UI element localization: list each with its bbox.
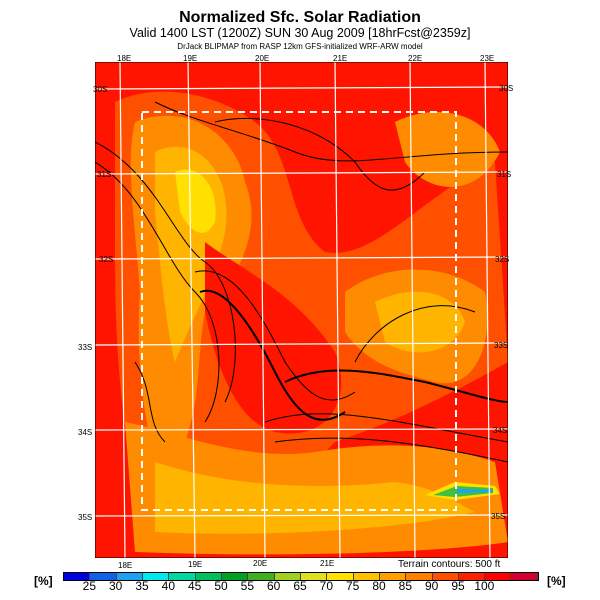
colorbar-swatch [485,573,512,580]
colorbar-swatch [300,573,328,580]
right-lat-label: 32S [495,255,510,264]
colorbar-swatch [511,573,538,580]
left-lat-label: 30S [93,85,108,94]
colorbar-swatch [90,573,117,580]
region-ne-90 [395,112,500,187]
right-lat-label: 30S [499,84,514,93]
colorbar-tick-label: 70 [319,579,334,593]
colorbar-tick-label: 55 [240,579,255,593]
top-lon-label: 20E [255,54,270,63]
colorbar-tick-label: 30 [108,579,123,593]
bottom-lon-label: 21E [320,559,335,568]
left-lat-label: 31S [97,170,112,179]
colorbar-swatch [169,573,196,580]
colorbar-tick-label: 90 [424,579,439,593]
colorbar-tick-label: 85 [398,579,413,593]
bottom-lon-label: 19E [188,560,203,569]
colorbar-swatch [195,573,222,580]
colorbar-tick-label: 100 [474,579,495,593]
bottom-lon-label: 18E [118,561,133,570]
colorbar [63,572,539,581]
region-70 [175,169,216,233]
colorbar-swatch [221,573,249,580]
colorbar-swatch [432,573,459,580]
colorbar-tick-label: 50 [214,579,228,593]
right-lat-label: 34S [493,426,508,435]
colorbar-swatch [248,573,275,580]
region-sea-blue [457,489,493,493]
region-center-red [205,242,342,434]
colorbar-swatch [327,573,354,580]
top-lon-label: 22E [408,54,423,63]
map-title: Normalized Sfc. Solar Radiation [179,9,421,26]
left-lat-label: 35S [78,513,93,522]
colorbar-swatch [406,573,433,580]
colorbar-swatch [353,573,380,580]
colorbar-swatch [64,573,91,580]
colorbar-swatch [458,573,486,580]
left-lat-label: 33S [78,343,93,352]
right-lat-label: 35S [491,512,506,521]
valid-time: Valid 1400 LST (1200Z) SUN 30 Aug 2009 [… [129,26,471,40]
domain-boundary [141,111,457,511]
right-lat-label: 31S [497,170,512,179]
top-lon-label: 18E [117,54,132,63]
right-lat-label: 33S [494,341,509,350]
colorbar-swatch [142,573,170,580]
colorbar-tick-label: 60 [266,579,281,593]
lat-lon-grid [95,62,508,558]
colorbar-tick-label: 65 [293,579,307,593]
region-east-75 [375,291,465,353]
colorbar-tick-label: 95 [451,579,465,593]
colorbar-tick-label: 75 [345,579,360,593]
colorbar-tick-label: 35 [135,579,149,593]
bottom-lon-label: 20E [253,559,268,568]
colorbar-tick-label: 45 [187,579,202,593]
radiation-field-map [95,62,508,558]
colorbar-tick-label: 25 [82,579,97,593]
colorbar-swatch [274,573,301,580]
colorbar-tick-label: 40 [161,579,176,593]
colorbar-swatch [379,573,407,580]
model-credit: DrJack BLIPMAP from RASP 12km GFS-initia… [177,42,423,51]
terrain-contour-note: Terrain contours: 500 ft [398,559,501,570]
top-lon-label: 23E [480,54,495,63]
left-lat-label: 32S [99,255,114,264]
colorbar-unit-left: [%] [34,574,53,588]
colorbar-tick-label: 80 [372,579,386,593]
colorbar-unit-right: [%] [547,574,566,588]
top-lon-label: 19E [183,54,198,63]
left-lat-label: 34S [78,428,93,437]
colorbar-swatch [116,573,143,580]
top-lon-label: 21E [333,54,348,63]
